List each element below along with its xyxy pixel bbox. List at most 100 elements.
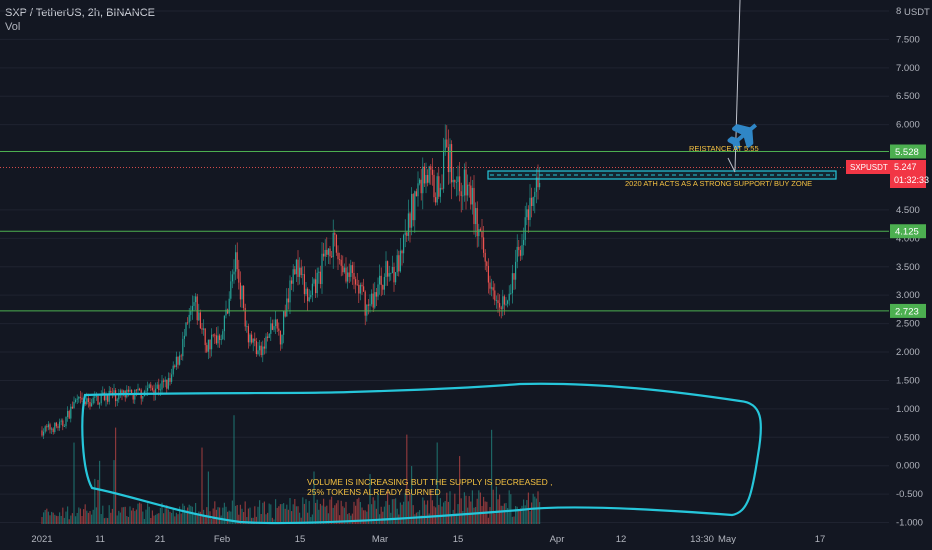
volume-bar — [433, 506, 435, 524]
candle-body — [406, 232, 408, 236]
price-tick-label: 0.500 — [896, 432, 920, 443]
candle-body — [399, 250, 401, 272]
volume-bar — [347, 514, 349, 524]
candle-body — [148, 384, 150, 388]
volume-highlight-loop[interactable] — [81, 382, 762, 525]
volume-bar — [257, 506, 259, 524]
level-label-bg — [890, 224, 926, 239]
candle-body — [217, 335, 219, 344]
volume-bar — [119, 512, 121, 524]
volume-bar — [215, 509, 217, 524]
volume-bar — [444, 500, 446, 524]
volume-bar — [353, 501, 355, 524]
candle-body — [95, 395, 97, 397]
volume-bar — [471, 490, 473, 524]
level-lines — [0, 150, 889, 312]
volume-bar — [343, 507, 345, 524]
volume-bar — [500, 505, 502, 524]
candle-body — [209, 339, 211, 350]
time-tick-label: 12 — [616, 534, 627, 545]
time-axis[interactable]: 2021 11 21 Feb 15 Mar 15 Apr 12 13:30 May 17 — [31, 534, 825, 545]
candle-body — [353, 273, 355, 280]
volume-bar — [409, 493, 411, 524]
volume-bar — [385, 501, 387, 524]
candle-body — [463, 169, 465, 196]
volume-bar — [363, 510, 365, 524]
candle-body — [193, 302, 195, 306]
candle-body — [484, 252, 486, 262]
candle-body — [233, 271, 235, 275]
volume-bar — [327, 513, 329, 524]
candle-body — [531, 197, 533, 207]
candle-body — [132, 394, 134, 400]
volume-bar — [420, 515, 422, 524]
level-label: 2.723 — [895, 306, 919, 317]
candle-body — [123, 390, 125, 395]
candle-body — [289, 280, 291, 303]
candle-body — [367, 304, 369, 306]
candle-body — [393, 266, 395, 283]
volume-bar — [459, 456, 461, 524]
volume-bar — [211, 519, 213, 524]
price-tick-label: 1.000 — [896, 404, 920, 415]
candle-body — [219, 335, 221, 340]
candle-body — [511, 273, 513, 294]
volume-bar — [236, 505, 238, 524]
candle-body — [260, 345, 262, 356]
price-axis[interactable]: 8 7.500 7.000 6.500 6.000 4.500 4.000 3.500 3.00… — [896, 6, 923, 529]
volume-bar — [174, 516, 176, 524]
volume-bar — [462, 510, 464, 524]
candle-body — [199, 312, 201, 329]
volume-bar — [292, 504, 294, 524]
candle-body — [54, 422, 56, 432]
candle-body — [172, 365, 174, 375]
candle-body — [441, 187, 443, 189]
volume-bar — [281, 504, 283, 524]
candle-body — [278, 328, 280, 331]
candle-body — [188, 314, 190, 323]
candle-body — [374, 292, 376, 308]
volume-bar — [150, 517, 152, 524]
volume-bars — [41, 415, 541, 524]
candle-body — [348, 272, 350, 277]
volume-bar — [78, 507, 80, 524]
candle-body — [332, 233, 334, 258]
volume-bar — [244, 501, 246, 524]
volume-bar — [491, 429, 493, 524]
candle-body — [310, 294, 312, 298]
candle-body — [479, 229, 481, 231]
candle-body — [51, 428, 53, 430]
currency-label: USDT — [904, 7, 930, 18]
volume-bar — [511, 516, 513, 524]
candle-body — [383, 277, 385, 290]
volume-bar — [311, 514, 313, 524]
candle-body — [307, 288, 309, 302]
candle-body — [67, 411, 69, 418]
candle-body — [147, 387, 149, 391]
candle-body — [86, 398, 88, 404]
candle-body — [43, 431, 45, 436]
volume-bar — [348, 513, 350, 524]
candle-body — [244, 307, 246, 327]
volume-bar — [324, 506, 326, 524]
candle-body — [388, 273, 390, 277]
volume-bar — [115, 427, 117, 524]
candle-body — [431, 169, 433, 175]
volume-bar — [167, 509, 169, 524]
candle-body — [262, 346, 264, 356]
candle-body — [268, 333, 270, 338]
volume-bar — [372, 497, 374, 524]
candle-body — [343, 267, 345, 273]
support-zone-box[interactable] — [487, 170, 837, 180]
candle-body — [382, 285, 384, 290]
volume-bar — [345, 501, 347, 524]
volume-bar — [436, 442, 438, 524]
airplane-icon — [727, 123, 758, 151]
candle-body — [359, 284, 361, 294]
volume-bar — [212, 508, 214, 524]
volume-bar — [270, 504, 272, 524]
volume-bar — [260, 513, 262, 524]
volume-bar — [383, 506, 385, 524]
candle-body — [411, 194, 413, 228]
